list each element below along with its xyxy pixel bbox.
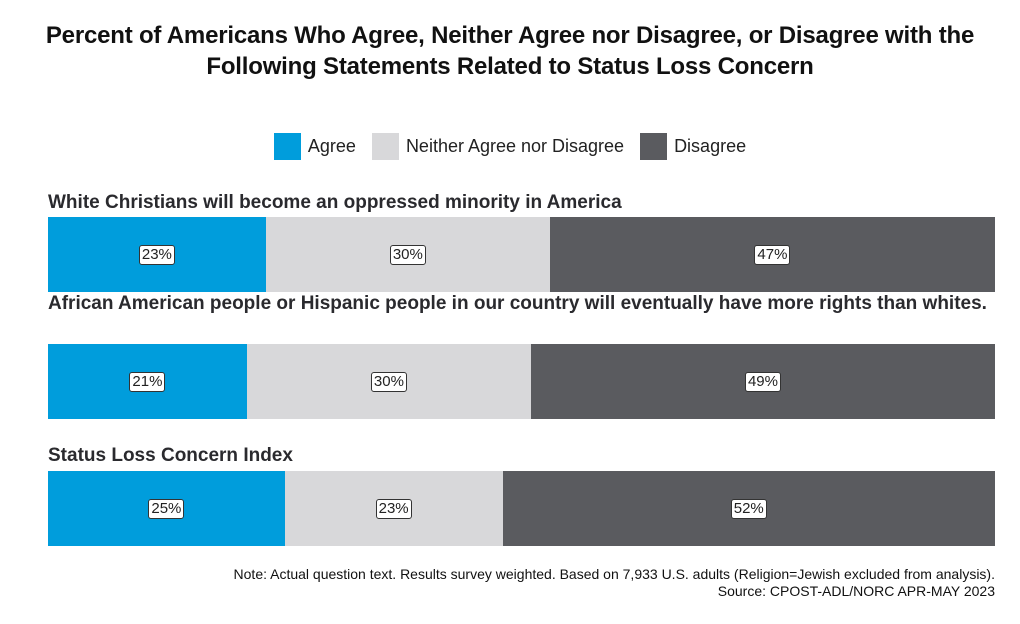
bar-segment-disagree: 52%	[502, 471, 995, 546]
data-label: 49%	[744, 371, 781, 392]
bar-segment-agree: 23%	[48, 217, 266, 292]
chart-title: Percent of Americans Who Agree, Neither …	[45, 22, 975, 80]
data-label: 30%	[389, 244, 426, 265]
bar-segment-disagree: 47%	[549, 217, 995, 292]
data-label: 21%	[129, 371, 166, 392]
footnote: Note: Actual question text. Results surv…	[234, 566, 995, 600]
bar-segment-neither-agree-nor-disagree: 30%	[265, 217, 550, 292]
category-label-3: Status Loss Concern Index	[48, 445, 293, 466]
legend-item-1: Agree	[273, 133, 356, 160]
note-text: Note: Actual question text. Results surv…	[233, 566, 995, 582]
legend-label: Agree	[307, 136, 356, 156]
bar-row-2: 21% 30% 49%	[48, 344, 995, 419]
data-label: 23%	[138, 244, 175, 265]
bar-segment-neither-agree-nor-disagree: 30%	[246, 344, 531, 419]
legend-swatch	[640, 133, 668, 160]
data-label: 30%	[370, 371, 407, 392]
legend-item-3: Disagree	[640, 133, 746, 160]
bar-segment-neither-agree-nor-disagree: 23%	[284, 471, 503, 546]
data-label: 47%	[754, 244, 791, 265]
source-text: Source: CPOST-ADL/NORC APR-MAY 2023	[717, 583, 995, 599]
bar-segment-agree: 25%	[48, 471, 285, 546]
legend: Agree Neither Agree nor Disagree Disagree	[0, 133, 1020, 160]
bar-row-3: 25% 23% 52%	[48, 471, 995, 546]
category-label-1: White Christians will become an oppresse…	[48, 192, 622, 213]
legend-label: Neither Agree nor Disagree	[405, 136, 625, 156]
data-label: 52%	[730, 498, 767, 519]
category-label-2: African American people or Hispanic peop…	[48, 293, 987, 314]
bar-row-1: 23% 30% 47%	[48, 217, 995, 292]
bar-segment-disagree: 49%	[530, 344, 995, 419]
legend-swatch	[273, 133, 301, 160]
bar-segment-agree: 21%	[48, 344, 247, 419]
legend-item-2: Neither Agree nor Disagree	[371, 133, 625, 160]
legend-label: Disagree	[674, 136, 747, 156]
data-label: 25%	[148, 498, 185, 519]
legend-swatch	[371, 133, 399, 160]
data-label: 23%	[375, 498, 412, 519]
